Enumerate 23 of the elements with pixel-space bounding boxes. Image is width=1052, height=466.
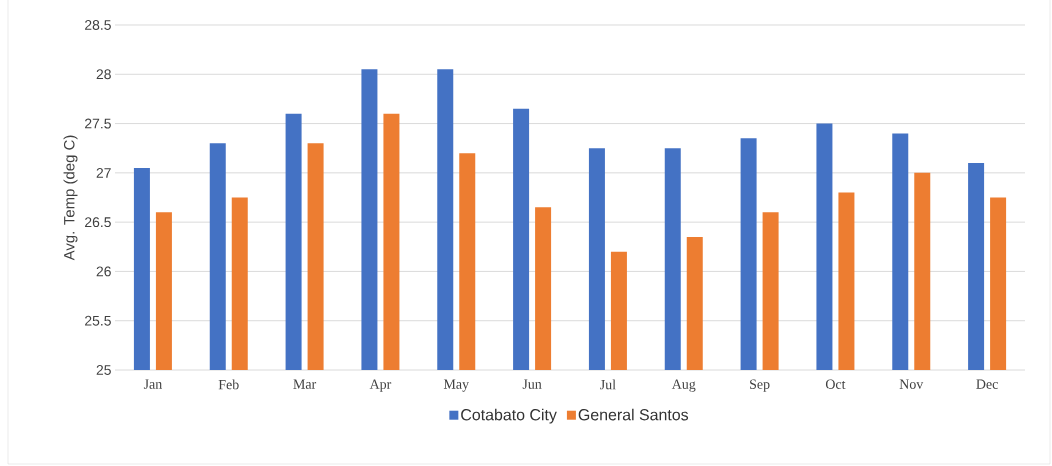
x-tick-label: Dec xyxy=(976,379,998,389)
y-tick-label: 26.5 xyxy=(85,217,111,228)
y-tick-label: 25.5 xyxy=(85,315,111,326)
y-tick-label: 25 xyxy=(96,365,111,375)
x-tick-label: Sep xyxy=(750,379,770,392)
x-tick-label: Jun xyxy=(522,379,542,389)
y-tick-label: 26 xyxy=(96,266,111,277)
x-tick-label: Jan xyxy=(143,379,163,389)
x-tick-label: May xyxy=(443,379,469,392)
x-tick-label: Mar xyxy=(293,379,317,389)
legend-label: Cotabato City xyxy=(461,408,557,424)
y-axis-title: Avg. Temp (deg C) xyxy=(63,135,78,261)
y-tick-label: 27.5 xyxy=(85,118,111,129)
y-tick-label: 28 xyxy=(96,69,111,80)
x-tick-label: Nov xyxy=(899,379,924,389)
y-tick-label: 28.5 xyxy=(85,20,111,30)
x-tick-label: Feb xyxy=(218,379,239,390)
x-tick-label: Aug xyxy=(671,379,696,392)
x-tick-label: Jul xyxy=(600,379,616,390)
x-tick-label: Oct xyxy=(825,379,846,389)
x-tick-label: Apr xyxy=(369,379,392,392)
legend-label: General Santos xyxy=(578,408,689,421)
y-tick-label: 27 xyxy=(96,167,111,178)
